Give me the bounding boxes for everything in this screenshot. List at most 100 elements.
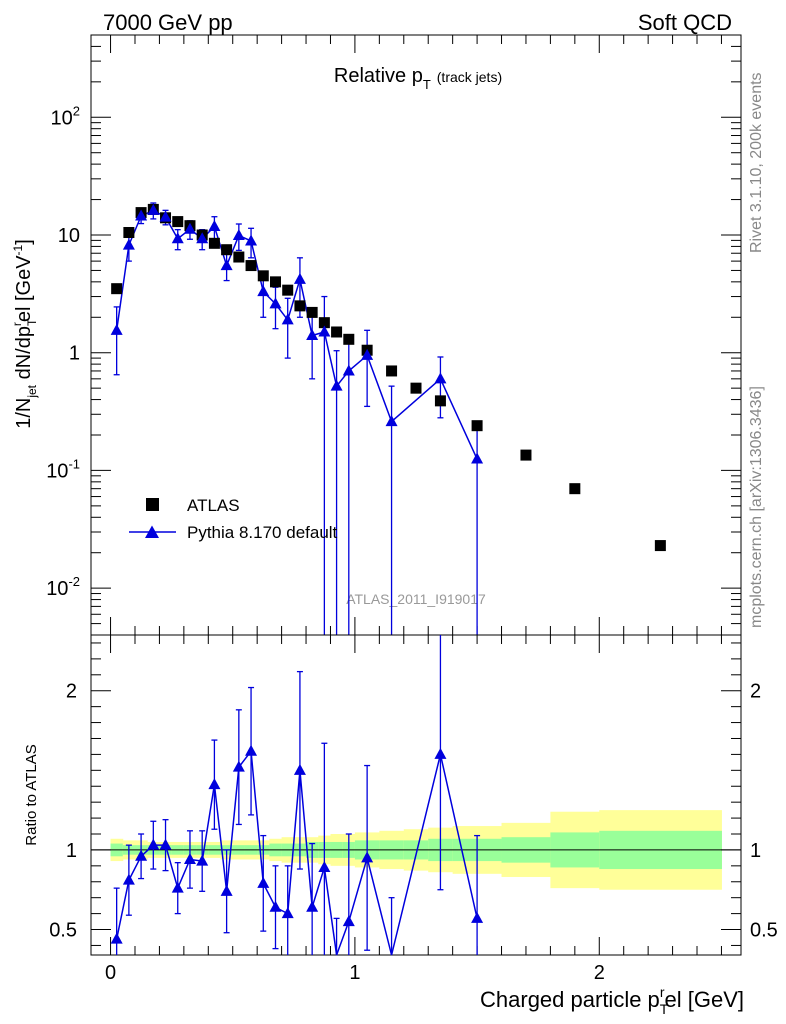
legend-data-marker <box>146 498 159 511</box>
data-point <box>569 483 581 495</box>
ratio-y-tick-label-right: 2 <box>750 681 761 703</box>
ylabel-sub: T <box>25 318 39 326</box>
mc-point <box>330 379 343 391</box>
mc-point <box>293 272 306 284</box>
data-point <box>318 317 330 329</box>
main-minor-ticks <box>91 34 741 636</box>
header-left: 7000 GeV pp <box>103 10 233 35</box>
x-axis-label: Charged particle pTrel [GeV] <box>480 984 744 1017</box>
xlabel-part: Charged particle p <box>480 987 660 1012</box>
main-y-label: 1/Njet dN/dpTrel [GeV-1] <box>10 239 39 429</box>
mc-point <box>196 232 209 244</box>
ylabel-part: 1/N <box>13 398 35 429</box>
main-frame <box>90 34 742 636</box>
ratio-x-ticks: 0 1 2 <box>105 635 722 984</box>
data-point <box>269 276 281 288</box>
ratio-y-ticks: 0.5 0.5 1 1 2 2 <box>49 642 778 946</box>
x-tick-label: 2 <box>594 962 605 984</box>
mc-point <box>281 313 294 325</box>
ratio-marks <box>110 635 484 956</box>
ratio-point <box>269 900 282 912</box>
ratio-point <box>232 760 245 772</box>
mc-point <box>361 348 374 360</box>
data-point <box>520 449 532 461</box>
mc-point <box>208 220 221 232</box>
data-point <box>233 251 245 263</box>
mc-point <box>122 238 135 250</box>
data-point <box>386 365 398 377</box>
analysis-watermark: ATLAS_2011_I919017 <box>346 591 486 607</box>
mc-point <box>245 234 258 246</box>
ratio-point <box>471 911 484 923</box>
mc-point <box>159 210 172 222</box>
mc-point <box>147 203 160 215</box>
ratio-point <box>434 747 447 759</box>
rivet-info: Rivet 3.1.10, 200k events <box>748 72 765 253</box>
ratio-point <box>208 778 221 790</box>
data-point <box>331 326 343 338</box>
mc-point <box>306 329 319 341</box>
xlabel-part: el [GeV] <box>665 987 744 1012</box>
legend-mc-marker <box>145 525 159 538</box>
ratio-point <box>110 932 123 944</box>
ylabel-sup: -1 <box>11 244 25 255</box>
main-marks <box>110 202 666 635</box>
xlabel-sub: T <box>660 1001 669 1017</box>
ratio-point <box>293 763 306 775</box>
ylabel-part: dN/dp <box>13 326 35 385</box>
mc-point <box>110 323 123 335</box>
mc-point <box>269 297 282 309</box>
ratio-point <box>306 900 319 912</box>
mc-point <box>183 222 196 234</box>
ratio-y-tick-label-right: 0.5 <box>750 920 778 942</box>
ratio-point <box>245 744 258 756</box>
mc-point <box>135 209 148 221</box>
mc-point <box>257 285 270 297</box>
ratio-y-tick-label-right: 1 <box>750 840 761 862</box>
title-note: (track jets) <box>437 69 502 85</box>
ylabel-part: el [GeV <box>13 255 35 322</box>
ratio-point <box>183 852 196 864</box>
y-tick-label: 10-1 <box>46 456 80 482</box>
ratio-point <box>342 915 355 927</box>
data-point <box>294 300 306 312</box>
mc-point <box>342 364 355 376</box>
y-tick-label: 10 <box>58 225 80 247</box>
y-tick-label: 102 <box>51 103 80 129</box>
data-point <box>282 284 294 296</box>
x-tick-label: 0 <box>105 962 116 984</box>
title-main: Relative p <box>334 65 423 87</box>
ratio-point <box>147 838 160 850</box>
ratio-frame <box>90 634 742 956</box>
data-point <box>471 420 483 432</box>
legend: ATLAS Pythia 8.170 default <box>129 496 338 542</box>
main-title: Relative pT (track jets) <box>334 65 502 92</box>
ylabel-part: ] <box>13 239 35 245</box>
xlabel-sup: r <box>660 984 665 1000</box>
mc-point <box>385 415 398 427</box>
ratio-point <box>135 849 148 861</box>
ylabel-sub: jet <box>25 384 39 398</box>
mc-series-line <box>115 209 478 460</box>
title-sub: T <box>423 77 431 92</box>
ratio-point <box>196 854 209 866</box>
ratio-y-tick-label: 0.5 <box>49 920 77 942</box>
mc-point <box>171 232 184 244</box>
data-point <box>111 283 123 295</box>
ratio-y-tick-label: 2 <box>66 681 77 703</box>
data-point <box>245 260 257 272</box>
data-point <box>410 382 422 394</box>
header-right: Soft QCD <box>638 10 732 35</box>
legend-data-label: ATLAS <box>187 496 240 515</box>
ratio-y-label: Ratio to ATLAS <box>23 744 40 845</box>
main-y-ticks: 10-2 10-1 1 10 102 <box>46 103 741 600</box>
ratio-point <box>318 860 331 872</box>
ratio-point <box>122 873 135 885</box>
ratio-point <box>171 881 184 893</box>
data-point <box>343 333 355 345</box>
ratio-point <box>220 884 233 896</box>
mcplots-info: mcplots.cern.ch [arXiv:1306.3436] <box>748 386 765 628</box>
mc-point <box>471 452 484 464</box>
mc-point <box>232 229 245 241</box>
